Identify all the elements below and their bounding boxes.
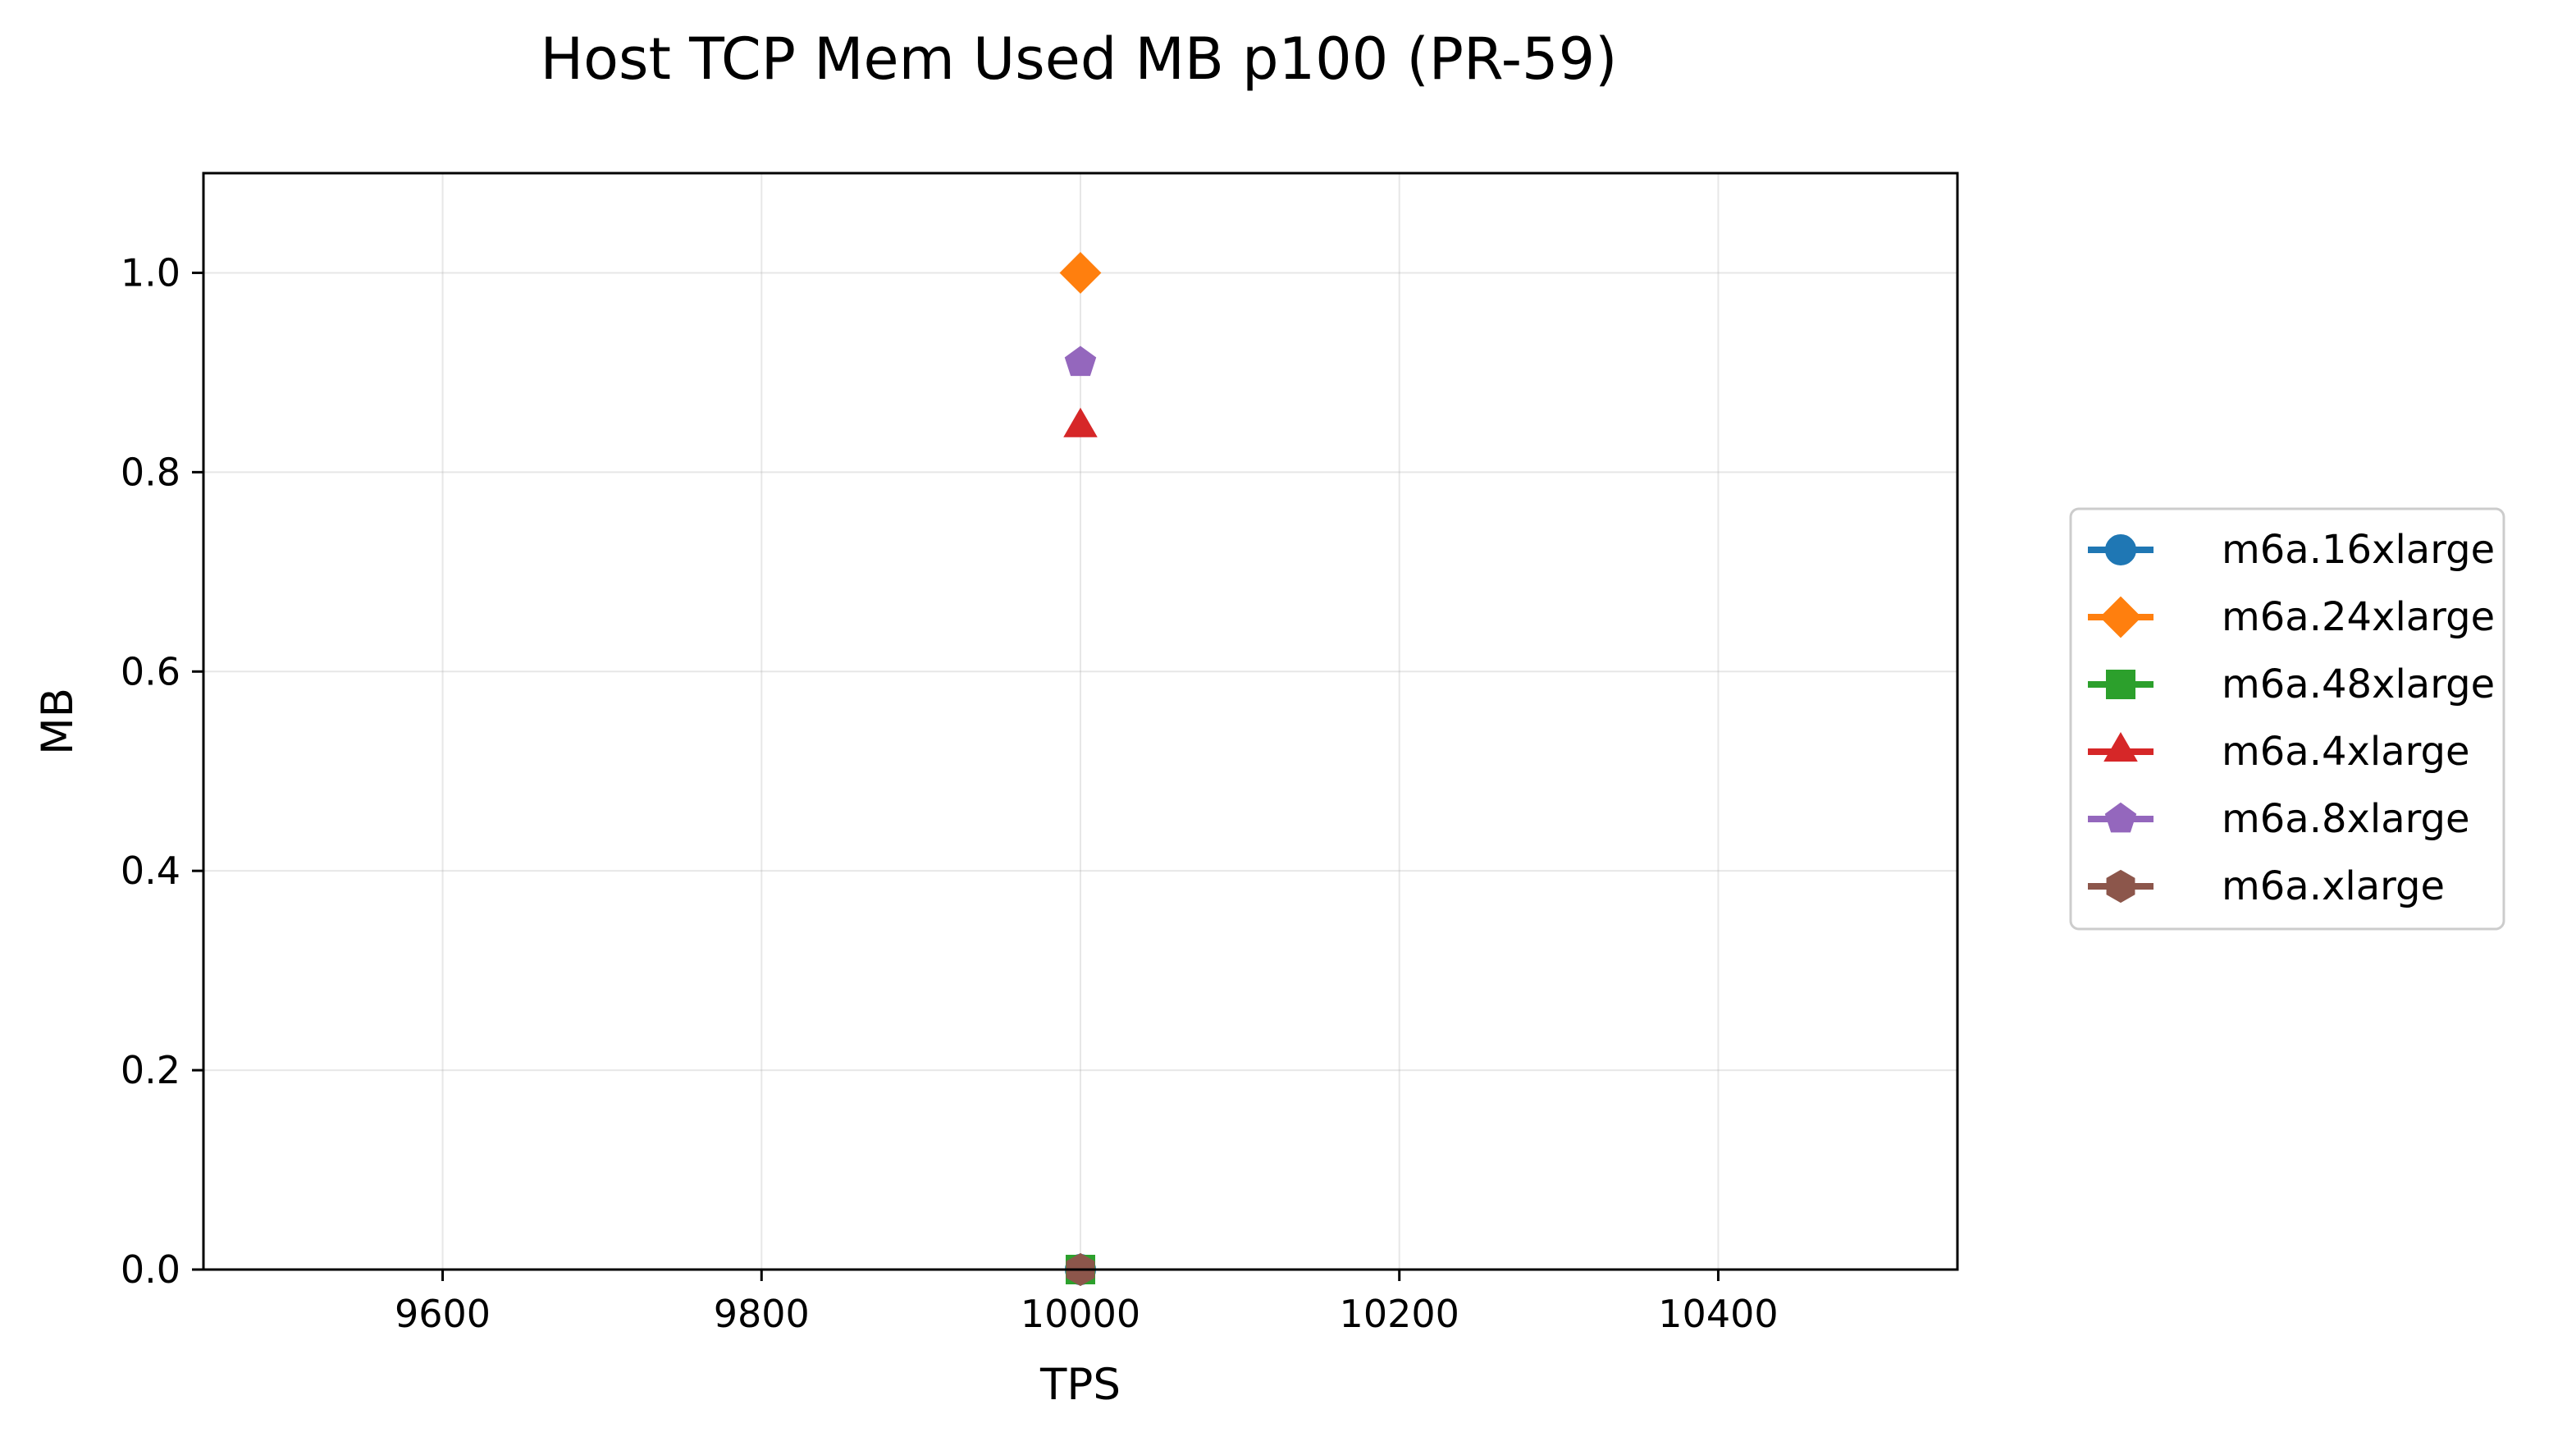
legend-entry: m6a.24xlarge — [2088, 594, 2495, 640]
legend-label: m6a.16xlarge — [2222, 527, 2495, 573]
y-axis-label: MB — [33, 688, 83, 755]
y-tick-label: 1.0 — [121, 250, 180, 295]
hexagon-marker-shape — [2106, 869, 2135, 904]
legend-entry: m6a.xlarge — [2088, 863, 2445, 909]
y-tick-label: 0.4 — [121, 849, 180, 893]
legend: m6a.16xlarge m6a.24xlarge m6a.48xlarge m6a.… — [2069, 507, 2505, 931]
x-tick-label: 10200 — [1340, 1292, 1459, 1336]
data-point-m6a-8xlarge — [1064, 345, 1097, 377]
y-tick-label: 0.0 — [121, 1247, 180, 1292]
legend-marker — [2104, 802, 2137, 833]
legend-marker — [2106, 670, 2135, 699]
data-point-m6a-4xlarge — [1063, 407, 1098, 437]
x-tick-label: 10000 — [1021, 1292, 1140, 1336]
legend-label: m6a.4xlarge — [2222, 729, 2470, 775]
legend-marker — [2099, 596, 2142, 638]
circle-marker-shape — [2105, 534, 2136, 565]
x-axis-label: TPS — [1039, 1360, 1121, 1410]
legend-label: m6a.xlarge — [2222, 863, 2445, 909]
legend-label: m6a.8xlarge — [2222, 796, 2470, 842]
legend-box — [2069, 507, 2505, 931]
x-tick-label: 9600 — [395, 1292, 491, 1336]
legend-entry: m6a.4xlarge — [2088, 729, 2470, 775]
legend-label: m6a.48xlarge — [2222, 661, 2495, 707]
legend-entry: m6a.16xlarge — [2088, 527, 2495, 573]
y-tick-label: 0.6 — [121, 649, 180, 693]
legend-marker — [2103, 731, 2138, 762]
legend-entry: m6a.8xlarge — [2088, 796, 2470, 842]
legend-marker — [2106, 869, 2135, 904]
chart-title: Host TCP Mem Used MB p100 (PR-59) — [541, 25, 1618, 93]
pentagon-marker-shape — [1064, 345, 1097, 377]
plot-frame — [202, 172, 1959, 1271]
pentagon-marker-shape — [2104, 802, 2137, 833]
x-tick-label: 10400 — [1658, 1292, 1778, 1336]
legend-entry: m6a.48xlarge — [2088, 661, 2495, 707]
square-marker-shape — [2106, 670, 2135, 699]
y-tick-label: 0.2 — [121, 1048, 180, 1092]
x-tick-label: 9800 — [714, 1292, 810, 1336]
triangle-marker-shape — [2103, 731, 2138, 762]
data-point-m6a-24xlarge — [1059, 252, 1102, 294]
diamond-marker-shape — [1059, 252, 1102, 294]
triangle-marker-shape — [1063, 407, 1098, 437]
legend-marker — [2105, 534, 2136, 565]
diamond-marker-shape — [2099, 596, 2142, 638]
y-tick-label: 0.8 — [121, 450, 180, 494]
legend-label: m6a.24xlarge — [2222, 594, 2495, 640]
